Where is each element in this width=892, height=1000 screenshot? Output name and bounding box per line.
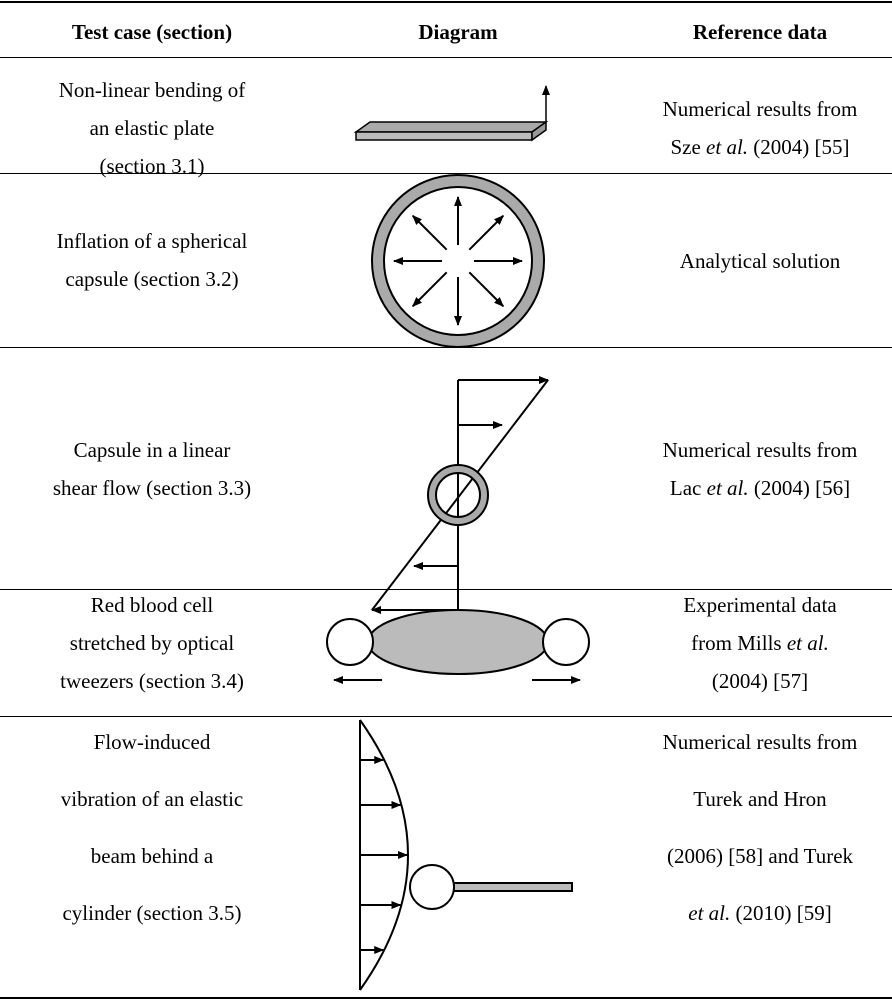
- reference-text: Lac: [669, 476, 707, 500]
- header-rule: [0, 57, 892, 58]
- test-case-line: Red blood cell: [90, 593, 214, 617]
- table-cell: Analytical solution: [628, 242, 892, 280]
- table-cell: Inflation of a spherical capsule (section…: [2, 222, 302, 298]
- reference-line: Numerical results from: [628, 714, 892, 771]
- reference-line: (2006) [58] and Turek: [628, 828, 892, 885]
- shear-diagram: [371, 376, 549, 614]
- test-case-line: Flow-induced: [93, 730, 211, 754]
- arrow: [412, 271, 448, 307]
- reference-text: Sze: [670, 135, 707, 159]
- test-case-line: vibration of an elastic: [60, 787, 244, 811]
- table-cell: Capsule in a linear shear flow (section 3…: [2, 431, 302, 507]
- test-case-line: Capsule in a linear: [73, 438, 231, 462]
- column-header: Reference data: [692, 20, 828, 44]
- reference-line: Sze et al. (2004) [55]: [628, 128, 892, 166]
- reference-line: et al. (2010) [59]: [628, 885, 892, 942]
- row-rule: [0, 589, 892, 590]
- arrow: [412, 215, 448, 251]
- test-case-line: stretched by optical: [69, 631, 235, 655]
- column-header: Test case (section): [71, 20, 233, 44]
- reference-line: Turek and Hron: [628, 771, 892, 828]
- reference-line: Analytical solution: [628, 242, 892, 280]
- table-cell: Numerical results from Turek and Hron (200…: [628, 714, 892, 942]
- table-cell: Flow-induced vibration of an elastic beam …: [2, 714, 302, 942]
- bottom-rule: [0, 997, 892, 999]
- test-case-line: Inflation of a spherical: [56, 229, 248, 253]
- reference-line: Lac et al. (2004) [56]: [628, 469, 892, 507]
- arrow: [468, 271, 504, 307]
- reference-text: Numerical results from: [662, 438, 858, 462]
- table-cell: Numerical results from Sze et al. (2004) …: [628, 90, 892, 166]
- reference-text: (2010) [59]: [730, 901, 832, 925]
- arrow: [468, 215, 504, 251]
- top-rule: [0, 1, 892, 3]
- reference-line: Numerical results from: [628, 90, 892, 128]
- test-case-line: an elastic plate: [89, 116, 215, 140]
- test-case-line: cylinder (section 3.5): [62, 901, 242, 925]
- reference-text: Turek and Hron: [693, 787, 827, 811]
- table-cell: Test case (section): [2, 13, 302, 51]
- table-cell: Experimental data from Mills et al. (2004)…: [628, 586, 892, 700]
- table-cell: Reference data: [628, 13, 892, 51]
- row-rule: [0, 716, 892, 717]
- reference-text: (2004) [56]: [748, 476, 851, 500]
- plate-diagram: [353, 85, 550, 142]
- reference-text: et al.: [706, 135, 749, 159]
- row-rule: [0, 347, 892, 348]
- test-case-line: Non-linear bending of: [58, 78, 246, 102]
- rbc-diagram: [326, 609, 590, 684]
- table-cell: Non-linear bending of an elastic plate (se…: [2, 71, 302, 185]
- beam-diagram: [359, 719, 573, 991]
- reference-line: from Mills et al.: [628, 624, 892, 662]
- reference-text: Analytical solution: [679, 249, 841, 273]
- table-cell: Numerical results from Lac et al. (2004) …: [628, 431, 892, 507]
- reference-text: (2004) [57]: [711, 669, 809, 693]
- reference-text: et al.: [706, 476, 749, 500]
- test-case-line: (section 3.1): [99, 154, 205, 178]
- reference-text: Numerical results from: [662, 730, 858, 754]
- reference-text: et al.: [786, 631, 829, 655]
- reference-line: Experimental data: [628, 586, 892, 624]
- table-cell: Red blood cell stretched by optical tweeze…: [2, 586, 302, 700]
- column-header: Diagram: [418, 20, 498, 44]
- test-case-line: shear flow (section 3.3): [52, 476, 252, 500]
- reference-line: (2004) [57]: [628, 662, 892, 700]
- test-case-line: capsule (section 3.2): [65, 267, 239, 291]
- row-rule: [0, 173, 892, 174]
- reference-line: Numerical results from: [628, 431, 892, 469]
- reference-text: from Mills: [691, 631, 787, 655]
- table-cell: Diagram: [308, 13, 608, 51]
- reference-text: et al.: [688, 901, 731, 925]
- test-case-line: tweezers (section 3.4): [60, 669, 244, 693]
- reference-text: (2004) [55]: [748, 135, 850, 159]
- reference-text: (2006) [58] and Turek: [666, 844, 854, 868]
- capsule-diagram: [371, 174, 545, 348]
- test-case-line: beam behind a: [90, 844, 214, 868]
- reference-text: Numerical results from: [662, 97, 858, 121]
- reference-text: Experimental data: [683, 593, 837, 617]
